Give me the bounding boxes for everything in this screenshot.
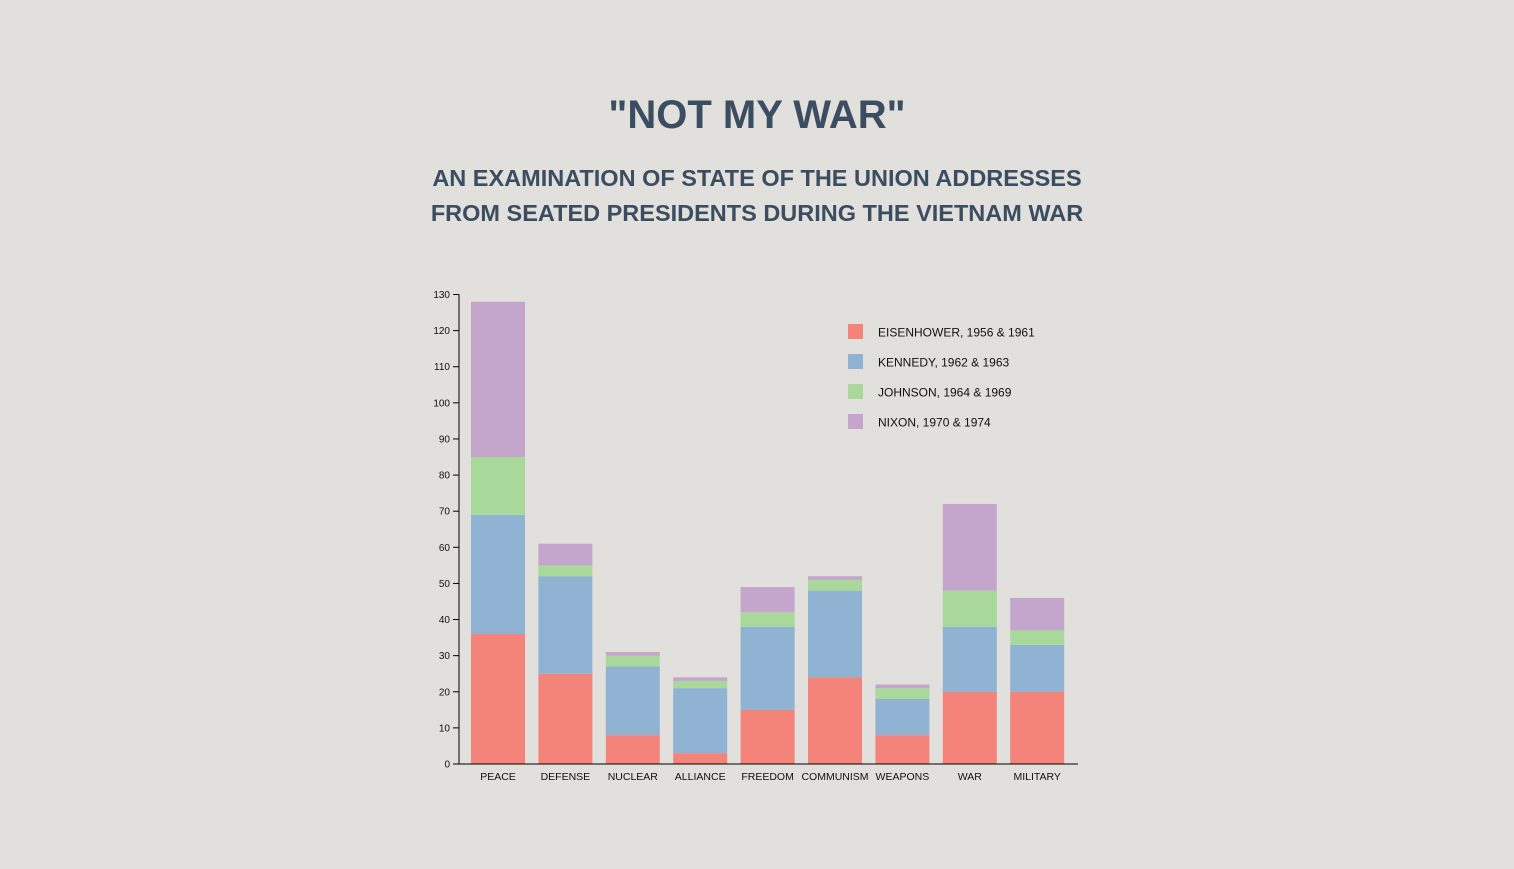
y-tick-label: 130 (433, 290, 450, 301)
bar-segment (740, 626, 795, 710)
y-tick-label: 40 (439, 615, 451, 626)
bar-segment (605, 666, 660, 736)
y-tick-label: 60 (439, 543, 451, 554)
legend-swatch (848, 414, 863, 429)
x-tick-label: COMMUNISM (801, 771, 868, 783)
bar-segment (673, 680, 728, 689)
bar-segment (875, 684, 930, 689)
x-axis: PEACE DEFENSE NUCLEAR ALLIANCE FREEDOM COMMUN… (459, 763, 1078, 783)
y-axis: 0 10 20 30 40 50 60 70 80 90 100 110 120 130 (433, 290, 460, 771)
bar-segment (673, 753, 728, 764)
y-tick-label: 10 (439, 723, 451, 734)
bar-segment (538, 673, 593, 764)
x-tick-label: DEFENSE (541, 771, 591, 783)
x-tick-label: ALLIANCE (675, 771, 726, 783)
bar-segment (740, 587, 795, 613)
bar-segment (808, 576, 862, 580)
y-tick-label: 90 (439, 434, 451, 445)
y-tick-label: 0 (444, 760, 450, 771)
x-tick-label: PEACE (480, 771, 516, 783)
y-tick-label: 110 (434, 362, 450, 373)
bar-segment (1010, 597, 1065, 631)
subtitle-line-1: AN EXAMINATION OF STATE OF THE UNION ADD… (432, 165, 1082, 191)
legend-label: NIXON, 1970 & 1974 (878, 416, 991, 430)
bar-segment (942, 590, 997, 627)
bar-segment (1010, 630, 1065, 645)
bar-segment (875, 698, 930, 736)
legend-swatch (848, 324, 863, 339)
bar-segment (471, 633, 525, 764)
bar-segment (538, 543, 593, 566)
bar-segment (673, 688, 728, 754)
legend-label: KENNEDY, 1962 & 1963 (878, 356, 1010, 370)
bar-segment (538, 576, 593, 674)
bar-segment (471, 457, 525, 515)
y-tick-label: 120 (433, 326, 450, 337)
bar-segment (471, 514, 525, 634)
legend: EISENHOWER, 1956 & 1961 KENNEDY, 1962 & 1… (848, 324, 1035, 430)
legend-label: EISENHOWER, 1956 & 1961 (878, 326, 1035, 340)
bar-segment (605, 655, 660, 667)
bar-segment (1010, 644, 1065, 692)
y-tick-label: 30 (439, 651, 451, 662)
x-tick-label: MILITARY (1013, 771, 1060, 783)
bar-segment (471, 301, 525, 458)
bar-segment (740, 612, 795, 627)
bar-segment (875, 735, 930, 764)
bar-segment (673, 677, 728, 681)
bar-segment (740, 709, 795, 764)
bar-segment (808, 579, 862, 591)
x-tick-label: WEAPONS (876, 771, 930, 783)
x-tick-label: WAR (958, 771, 983, 783)
chart-title: "NOT MY WAR" (608, 93, 906, 137)
chart-subtitle: AN EXAMINATION OF STATE OF THE UNION ADD… (0, 161, 1514, 231)
legend-swatch (848, 354, 863, 369)
bar-segment (875, 688, 930, 699)
legend-swatch (848, 384, 863, 399)
y-tick-label: 20 (439, 687, 451, 698)
bar-segment (942, 503, 997, 591)
bar-segment (942, 691, 997, 764)
bar-segment (808, 590, 862, 678)
y-tick-label: 70 (439, 507, 451, 518)
subtitle-line-2: FROM SEATED PRESIDENTS DURING THE VIETNA… (430, 200, 1084, 226)
bar-segment (605, 652, 660, 656)
y-tick-label: 100 (433, 398, 450, 409)
legend-label: JOHNSON, 1964 & 1969 (878, 386, 1012, 400)
bar-segment (942, 626, 997, 692)
bar-segment (605, 735, 660, 764)
bar-segment (538, 565, 593, 577)
y-tick-label: 50 (439, 579, 451, 590)
y-tick-label: 80 (439, 471, 451, 482)
x-tick-label: NUCLEAR (608, 771, 659, 783)
bar-segment (1010, 691, 1065, 764)
x-tick-label: FREEDOM (741, 771, 794, 783)
bars-group (471, 301, 1065, 764)
bar-segment (808, 677, 862, 764)
